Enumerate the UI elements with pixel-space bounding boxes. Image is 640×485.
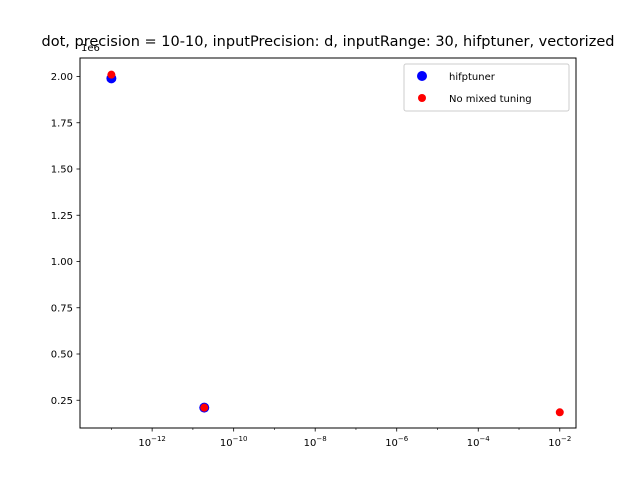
y-tick-label: 1.50 (51, 165, 73, 176)
y-tick-label: 1.75 (51, 118, 73, 129)
point-no-mixed-tuning (200, 403, 209, 412)
x-tick-label: 10−10 (220, 435, 248, 449)
x-tick-label: 10−12 (138, 435, 166, 449)
data-points (106, 70, 564, 417)
x-tick-label: 10−2 (548, 435, 571, 449)
y-tick-label: 0.50 (51, 350, 73, 361)
y-tick-label: 2.00 (51, 72, 73, 83)
point-no-mixed-tuning (107, 70, 116, 79)
y-tick-label: 1.00 (51, 257, 73, 268)
chart-title: dot, precision = 10-10, inputPrecision: … (42, 34, 615, 50)
x-tick-label: 10−8 (304, 435, 327, 449)
legend: hifptuner No mixed tuning (403, 63, 570, 112)
legend-label: No mixed tuning (449, 94, 532, 105)
axes-ticks: 10−12 10−10 10−8 10−6 10−4 10−2 0.25 0.50 0.75 1.… (51, 72, 572, 449)
y-axis-offset-label: 1e6 (81, 43, 100, 54)
y-tick-label: 0.25 (51, 396, 73, 407)
legend-label: hifptuner (449, 72, 496, 83)
point-no-mixed-tuning (555, 408, 564, 417)
x-tick-label: 10−6 (385, 435, 409, 449)
x-tick-label: 10−4 (467, 435, 491, 449)
y-tick-label: 0.75 (51, 303, 73, 314)
legend-marker (418, 94, 426, 102)
plot-area-frame (79, 57, 577, 429)
y-tick-label: 1.25 (51, 211, 73, 222)
legend-box (403, 63, 570, 112)
legend-marker (417, 71, 427, 81)
